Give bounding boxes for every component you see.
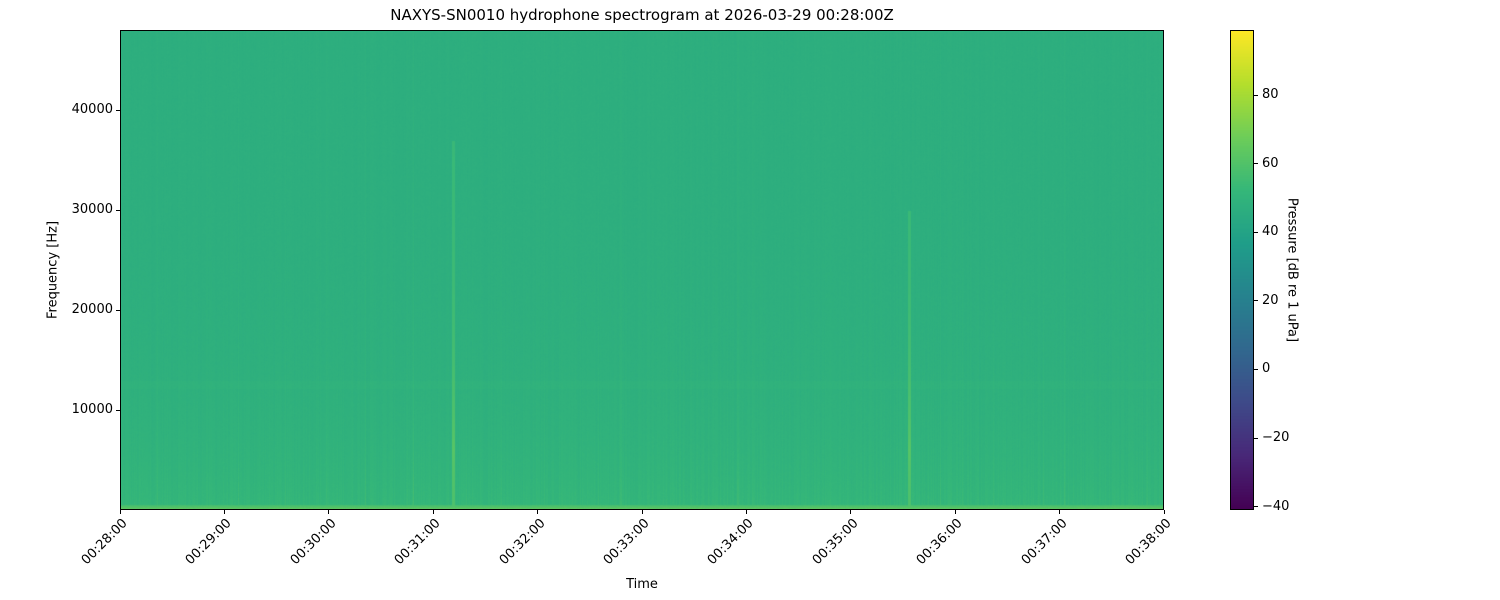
colorbar-tick-label: −20 — [1262, 430, 1290, 445]
colorbar-tick-label: 60 — [1262, 155, 1279, 171]
colorbar-tick — [1254, 368, 1258, 370]
x-tick — [1059, 510, 1061, 514]
x-tick-label: 00:32:00 — [496, 516, 549, 568]
colorbar-tick — [1254, 94, 1258, 96]
x-tick-label: 00:36:00 — [913, 516, 966, 568]
y-tick — [116, 209, 120, 211]
y-tick — [116, 109, 120, 111]
y-tick-label: 40000 — [71, 102, 113, 117]
y-tick — [116, 409, 120, 411]
colorbar-tick-label: 80 — [1262, 87, 1279, 103]
x-tick — [432, 510, 434, 514]
colorbar-gradient — [1231, 31, 1253, 509]
x-tick — [850, 510, 852, 514]
chart-title: NAXYS-SN0010 hydrophone spectrogram at 2… — [390, 6, 894, 24]
x-tick — [119, 510, 121, 514]
colorbar-label: Pressure [dB re 1 uPa] — [1284, 197, 1300, 343]
x-axis-label: Time — [626, 577, 658, 592]
x-tick — [745, 510, 747, 514]
colorbar-tick — [1254, 300, 1258, 302]
y-tick-label: 10000 — [71, 402, 113, 417]
colorbar-tick — [1254, 506, 1258, 508]
spectrogram-plot-area — [120, 30, 1164, 510]
colorbar-tick-label: 0 — [1262, 361, 1271, 377]
x-tick-label: 00:30:00 — [287, 516, 340, 568]
colorbar-tick — [1254, 163, 1258, 165]
spectrogram-heatmap — [121, 31, 1163, 509]
x-tick-label: 00:33:00 — [600, 516, 653, 568]
x-tick-label: 00:29:00 — [183, 516, 235, 568]
x-tick — [1163, 510, 1165, 514]
colorbar-tick-label: 40 — [1262, 224, 1279, 240]
x-tick-label: 00:37:00 — [1018, 516, 1071, 568]
x-tick-label: 00:35:00 — [809, 516, 862, 568]
x-tick — [223, 510, 225, 514]
x-tick-label: 00:31:00 — [391, 516, 444, 568]
x-tick — [641, 510, 643, 514]
colorbar-tick — [1254, 231, 1258, 233]
x-tick-label: 00:34:00 — [705, 516, 757, 568]
colorbar-tick-label: −40 — [1262, 498, 1290, 514]
x-tick-label: 00:38:00 — [1122, 516, 1175, 568]
colorbar-tick-label: 20 — [1262, 292, 1279, 308]
y-tick-label: 20000 — [71, 302, 113, 317]
y-tick-label: 30000 — [71, 202, 113, 217]
x-tick — [328, 510, 330, 514]
y-tick — [116, 309, 120, 311]
x-tick — [954, 510, 956, 514]
x-tick-label: 00:28:00 — [78, 516, 131, 568]
colorbar — [1230, 30, 1254, 510]
x-tick — [537, 510, 539, 514]
colorbar-tick — [1254, 437, 1258, 439]
y-axis-label: Frequency [Hz] — [45, 220, 61, 320]
